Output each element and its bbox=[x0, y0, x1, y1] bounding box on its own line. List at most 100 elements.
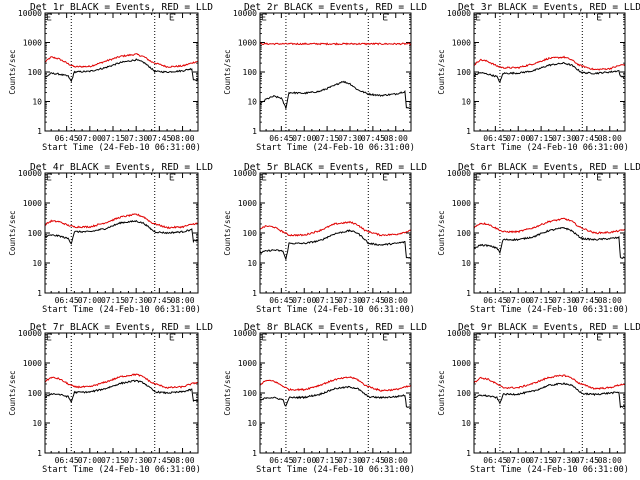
x-tick-label: 06:45 bbox=[269, 296, 293, 305]
lld-series-line bbox=[473, 217, 626, 235]
x-tick-label: 07:45 bbox=[361, 296, 385, 305]
x-axis-label: Start Time (24-Feb-10 06:31:00) bbox=[256, 465, 415, 475]
x-tick-label: 07:45 bbox=[147, 134, 171, 143]
y-tick-label: 1000 bbox=[452, 39, 471, 48]
chart-title: Det 4r BLACK = Events, RED = LLD bbox=[30, 162, 213, 173]
chart-title: Det 9r BLACK = Events, RED = LLD bbox=[458, 322, 640, 333]
y-tick-label: 10000 bbox=[447, 329, 471, 338]
events-series-line bbox=[473, 226, 626, 259]
x-tick-label: 07:00 bbox=[506, 134, 530, 143]
x-tick-label: 07:45 bbox=[361, 134, 385, 143]
y-tick-label: 1000 bbox=[23, 199, 42, 208]
y-tick-label: 10 bbox=[461, 259, 471, 268]
x-axis-label: Start Time (24-Feb-10 06:31:00) bbox=[42, 305, 201, 315]
chart-panel-2: Det 2r BLACK = Events, RED = LLD 1 10 100 10… bbox=[223, 2, 427, 153]
y-tick-label: 10000 bbox=[233, 329, 257, 338]
y-tick-label: 1 bbox=[37, 449, 42, 458]
y-tick-label: 10 bbox=[247, 98, 257, 107]
x-tick-label: 07:45 bbox=[575, 456, 599, 465]
x-tick-label: 08:00 bbox=[170, 296, 194, 305]
x-tick-label: 06:45 bbox=[483, 456, 507, 465]
lld-series-line bbox=[44, 53, 199, 68]
y-tick-label: 1 bbox=[466, 289, 471, 298]
corner-marker bbox=[597, 13, 602, 21]
x-tick-label: 07:15 bbox=[315, 296, 339, 305]
corner-marker bbox=[597, 173, 602, 181]
x-tick-label: 07:00 bbox=[78, 456, 102, 465]
x-tick-label: 07:00 bbox=[78, 296, 102, 305]
events-series-line bbox=[259, 80, 412, 110]
x-tick-label: 08:00 bbox=[384, 296, 408, 305]
y-tick-label: 1 bbox=[466, 449, 471, 458]
x-tick-label: 06:45 bbox=[483, 134, 507, 143]
x-tick-label: 08:00 bbox=[384, 134, 408, 143]
y-tick-label: 10 bbox=[247, 259, 257, 268]
x-tick-label: 06:45 bbox=[55, 296, 79, 305]
y-tick-label: 1 bbox=[37, 289, 42, 298]
y-tick-label: 100 bbox=[457, 229, 472, 238]
y-tick-label: 10000 bbox=[447, 9, 471, 18]
y-tick-label: 100 bbox=[28, 389, 43, 398]
x-tick-label: 07:15 bbox=[315, 456, 339, 465]
x-tick-label: 07:00 bbox=[506, 456, 530, 465]
chart-title: Det 7r BLACK = Events, RED = LLD bbox=[30, 322, 213, 333]
x-axis-label: Start Time (24-Feb-10 06:31:00) bbox=[470, 143, 629, 153]
y-tick-label: 1000 bbox=[23, 39, 42, 48]
x-tick-label: 07:30 bbox=[552, 296, 576, 305]
y-tick-label: 10 bbox=[461, 98, 471, 107]
x-tick-label: 08:00 bbox=[598, 456, 622, 465]
y-axis-label: Counts/sec bbox=[223, 370, 232, 415]
x-tick-label: 06:45 bbox=[55, 134, 79, 143]
x-tick-label: 07:30 bbox=[552, 134, 576, 143]
corner-marker bbox=[475, 333, 481, 341]
plot-frame bbox=[44, 332, 199, 454]
x-tick-label: 06:45 bbox=[269, 134, 293, 143]
lld-series-line bbox=[473, 374, 626, 390]
x-tick-label: 07:45 bbox=[361, 456, 385, 465]
corner-marker bbox=[597, 333, 602, 341]
chart-title: Det 5r BLACK = Events, RED = LLD bbox=[244, 162, 427, 173]
corner-marker bbox=[169, 333, 175, 341]
y-axis-label: Counts/sec bbox=[8, 49, 17, 94]
y-tick-label: 100 bbox=[28, 68, 43, 77]
y-tick-label: 100 bbox=[243, 389, 258, 398]
x-tick-label: 07:30 bbox=[124, 296, 148, 305]
lld-series-line bbox=[259, 42, 412, 46]
chart-panel-6: Det 6r BLACK = Events, RED = LLD 1 10 100 10… bbox=[437, 162, 640, 315]
y-axis-label: Counts/sec bbox=[437, 49, 446, 94]
x-tick-label: 08:00 bbox=[598, 134, 622, 143]
corner-marker bbox=[46, 173, 52, 181]
events-series-line bbox=[259, 385, 412, 408]
corner-marker bbox=[261, 173, 267, 181]
x-tick-label: 07:15 bbox=[101, 296, 125, 305]
x-tick-label: 07:30 bbox=[552, 456, 576, 465]
y-tick-label: 10000 bbox=[18, 329, 42, 338]
y-axis-label: Counts/sec bbox=[223, 210, 232, 255]
x-tick-label: 07:30 bbox=[338, 134, 362, 143]
corner-marker bbox=[261, 13, 267, 21]
x-axis-label: Start Time (24-Feb-10 06:31:00) bbox=[256, 143, 415, 153]
x-axis-label: Start Time (24-Feb-10 06:31:00) bbox=[470, 465, 629, 475]
y-tick-label: 10000 bbox=[18, 9, 42, 18]
x-tick-label: 07:30 bbox=[338, 296, 362, 305]
chart-panel-9: Det 9r BLACK = Events, RED = LLD 1 10 100 10… bbox=[437, 322, 640, 475]
x-tick-label: 07:15 bbox=[101, 134, 125, 143]
x-axis-label: Start Time (24-Feb-10 06:31:00) bbox=[256, 305, 415, 315]
y-tick-label: 1 bbox=[466, 127, 471, 136]
corner-marker bbox=[475, 173, 481, 181]
y-tick-label: 10000 bbox=[447, 169, 471, 178]
chart-title: Det 3r BLACK = Events, RED = LLD bbox=[458, 2, 640, 13]
y-tick-label: 1000 bbox=[23, 359, 42, 368]
lld-series-line bbox=[44, 373, 199, 389]
chart-panel-5: Det 5r BLACK = Events, RED = LLD 1 10 100 10… bbox=[223, 162, 427, 315]
chart-title: Det 1r BLACK = Events, RED = LLD bbox=[30, 2, 213, 13]
x-tick-label: 07:15 bbox=[529, 456, 553, 465]
x-axis-label: Start Time (24-Feb-10 06:31:00) bbox=[42, 143, 201, 153]
y-axis-label: Counts/sec bbox=[8, 210, 17, 255]
corner-marker bbox=[261, 333, 267, 341]
y-tick-label: 10 bbox=[461, 419, 471, 428]
plot-frame bbox=[259, 172, 412, 294]
chart-title: Det 6r BLACK = Events, RED = LLD bbox=[458, 162, 640, 173]
x-tick-label: 07:00 bbox=[292, 134, 316, 143]
events-series-line bbox=[473, 61, 626, 84]
